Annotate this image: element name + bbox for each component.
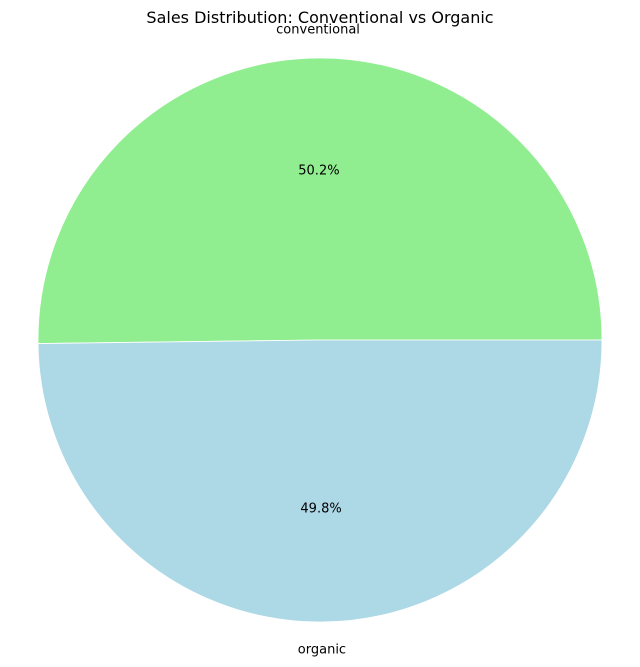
- pie-slice-conventional: [37, 57, 603, 344]
- pie-slices: [37, 57, 603, 623]
- pct-label-organic: 49.8%: [300, 502, 341, 517]
- pct-label-conventional: 50.2%: [298, 163, 339, 178]
- pie-slice-organic: [37, 339, 603, 623]
- chart-title: Sales Distribution: Conventional vs Orga…: [146, 8, 493, 27]
- pie-labels: conventional 50.2% organic 49.8%: [276, 22, 360, 657]
- slice-label-organic: organic: [298, 643, 346, 658]
- slice-label-conventional: conventional: [276, 22, 360, 37]
